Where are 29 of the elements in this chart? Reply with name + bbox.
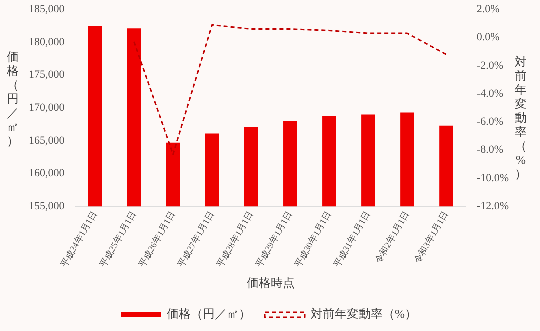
x-axis-title: 価格時点 [246,276,295,290]
y-tick-label: 180,000 [29,36,66,48]
line-series [134,24,448,156]
x-tick-label: 平成29年1月1日 [254,210,294,270]
y-tick-label: 175,000 [29,69,66,82]
x-tick-label: 平成26年1月1日 [136,210,178,270]
y2-tick-label: -4.0% [476,88,504,100]
x-tick-label: 令和3年1月1日 [412,210,450,266]
y-tick-label: 160,000 [29,168,66,180]
x-tick-label: 平成30年1月1日 [292,210,334,270]
y2-tick-label: -6.0% [476,116,504,128]
y2-tick-label: -12.0% [476,200,509,213]
y-tick-label: 185,000 [29,3,66,16]
x-tick-label: 平成28年1月1日 [214,210,256,270]
legend-label: 価格（円／㎡） [167,307,251,322]
x-tick-label: 令和2年1月1日 [373,210,412,266]
text: 対前年変動率（%） [515,55,527,181]
y2-tick-label: -10.0% [476,172,509,184]
y2-tick-label: 0.0% [476,32,500,44]
x-tick-label: 平成31年1月1日 [332,210,372,270]
y2-tick-label: -8.0% [476,144,504,156]
y2-tick-label: -2.0% [476,60,504,72]
y-tick-label: 170,000 [29,102,66,114]
legend-label: 対前年変動率（%） [311,307,417,322]
x-tick-label: 平成25年1月1日 [98,210,138,270]
y-axis-title: 価格（円／㎡） [6,50,20,148]
y2-tick-label: 2.0% [476,3,500,16]
x-tick-label: 平成27年1月1日 [176,210,216,270]
y-tick-label: 165,000 [29,134,66,147]
